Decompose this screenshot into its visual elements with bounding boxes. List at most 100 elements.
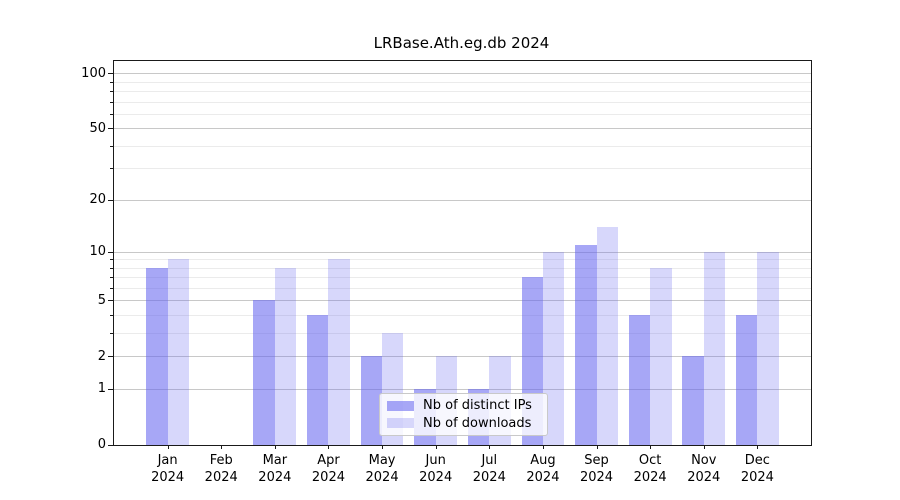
y-major-gridline [114, 388, 811, 390]
y-tick-label: 0 [97, 437, 106, 452]
y-major-gridline [114, 199, 811, 201]
y-minor-gridline [114, 277, 811, 279]
y-minor-gridline [114, 288, 811, 290]
x-tick-label-month: Nov [691, 453, 717, 468]
bar-sep-distinct-ips [575, 244, 597, 445]
x-tick-label-year: 2024 [151, 470, 185, 485]
bar-apr-distinct-ips [307, 315, 329, 445]
y-tick-label: 100 [81, 65, 106, 81]
y-minor-tick [110, 333, 113, 335]
bar-nov-distinct-ips [682, 356, 704, 445]
bar-mar-downloads [274, 267, 297, 445]
x-tick-label-month: Jun [425, 453, 446, 468]
y-major-gridline [114, 251, 811, 253]
legend: Nb of distinct IPs Nb of downloads [379, 393, 548, 436]
x-tick-label: Oct 2024 [620, 452, 680, 486]
x-tick [274, 445, 276, 449]
y-minor-gridline [114, 168, 811, 170]
bar-jan-distinct-ips [146, 267, 168, 445]
y-minor-tick [110, 315, 113, 317]
x-tick-label-month: Dec [744, 453, 770, 468]
x-tick-label: Jan 2024 [138, 452, 198, 486]
x-tick-label: Jun 2024 [406, 452, 466, 486]
y-minor-tick [110, 288, 113, 290]
y-minor-gridline [114, 259, 811, 261]
legend-swatch-distinct-ips [387, 400, 414, 411]
y-major-tick [108, 300, 113, 302]
x-tick [542, 445, 544, 449]
y-minor-gridline [114, 81, 811, 83]
bar-aug-downloads [542, 251, 565, 445]
x-tick [167, 445, 169, 449]
x-tick-label-year: 2024 [687, 470, 721, 485]
bar-nov-downloads [703, 251, 726, 445]
y-minor-gridline [114, 101, 811, 103]
y-major-gridline [114, 128, 811, 130]
y-tick-label: 50 [89, 120, 106, 136]
x-tick [221, 445, 223, 449]
y-tick-label: 1 [97, 381, 106, 397]
x-tick-label: Aug 2024 [513, 452, 573, 486]
bar-oct-downloads [650, 267, 672, 445]
y-major-gridline [114, 356, 811, 358]
x-tick-label-month: May [368, 453, 396, 468]
x-tick-label-year: 2024 [633, 470, 667, 485]
x-tick-label-month: Jul [481, 453, 498, 468]
y-major-gridline [114, 300, 811, 302]
x-tick-label-year: 2024 [311, 470, 345, 485]
x-tick-label-month: Sep [584, 453, 609, 468]
bar-sep-downloads [596, 226, 618, 445]
x-tick-label: Feb 2024 [191, 452, 251, 486]
x-tick-label-month: Oct [638, 453, 662, 468]
x-tick-label: May 2024 [352, 452, 412, 486]
x-tick [596, 445, 598, 449]
bar-mar-distinct-ips [253, 300, 275, 445]
legend-label-distinct-ips: Nb of distinct IPs [423, 398, 532, 414]
y-major-tick [108, 199, 113, 201]
x-tick [382, 445, 384, 449]
x-tick [328, 445, 330, 449]
x-tick-label: Mar 2024 [245, 452, 305, 486]
y-minor-tick [110, 113, 113, 115]
bar-jan-downloads [167, 259, 189, 445]
x-tick-label-year: 2024 [204, 470, 238, 485]
bar-may-distinct-ips [360, 356, 383, 445]
x-tick-label-year: 2024 [258, 470, 292, 485]
y-major-tick [108, 73, 113, 75]
x-tick-label-year: 2024 [579, 470, 614, 485]
x-tick-label: Apr 2024 [298, 452, 358, 486]
bar-oct-distinct-ips [628, 315, 651, 445]
x-tick [757, 445, 759, 449]
x-tick-label: Dec 2024 [727, 452, 787, 486]
y-major-tick [108, 251, 113, 253]
y-major-tick [108, 444, 113, 446]
y-major-tick [108, 128, 113, 130]
x-tick-label-year: 2024 [472, 470, 506, 485]
plot-area: Nb of distinct IPs Nb of downloads 0 1 2 5 1… [81, 60, 812, 485]
y-tick-label: 2 [97, 348, 106, 364]
legend-item-distinct-ips: Nb of distinct IPs [387, 398, 540, 413]
y-minor-tick [110, 267, 113, 269]
legend-label-downloads: Nb of downloads [423, 415, 532, 431]
x-tick [703, 445, 705, 449]
y-major-gridline [114, 73, 811, 75]
x-tick-label-month: Apr [317, 453, 340, 468]
x-tick-label: Sep 2024 [567, 452, 627, 486]
y-minor-gridline [114, 333, 811, 335]
y-minor-gridline [114, 267, 811, 269]
x-tick-label-month: Feb [209, 453, 233, 468]
chart-title: LRBase.Ath.eg.db 2024 [373, 34, 550, 52]
y-minor-tick [110, 168, 113, 170]
y-minor-gridline [114, 113, 811, 115]
y-minor-gridline [114, 145, 811, 147]
y-minor-tick [110, 81, 113, 83]
x-tick [489, 445, 491, 449]
y-minor-tick [110, 91, 113, 93]
y-major-tick [108, 356, 113, 358]
legend-item-downloads: Nb of downloads [387, 416, 540, 431]
y-tick-label: 20 [89, 192, 106, 208]
legend-swatch-downloads [387, 418, 414, 429]
x-tick-label: Nov 2024 [674, 452, 734, 486]
x-tick-label-year: 2024 [419, 470, 453, 485]
y-major-tick [108, 388, 113, 390]
